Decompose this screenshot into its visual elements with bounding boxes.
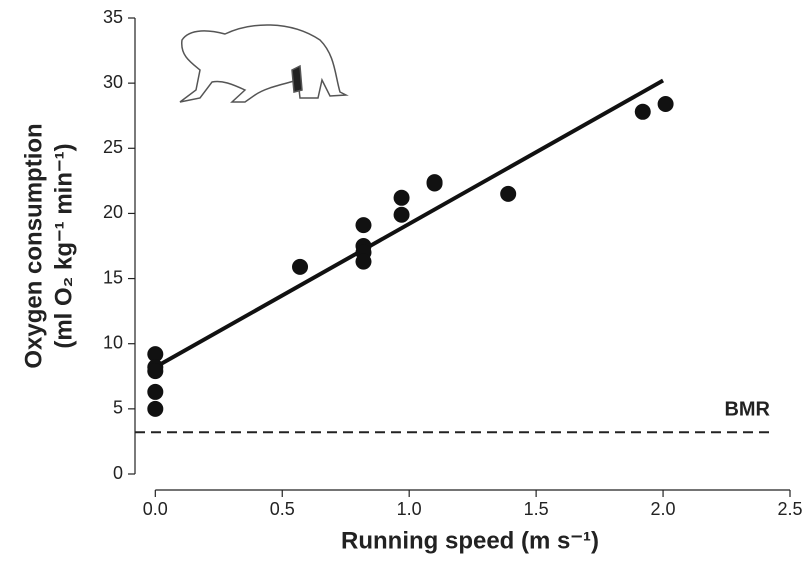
y-tick-label: 25 [103, 137, 123, 157]
y-tick-label: 15 [103, 267, 123, 287]
y-tick-label: 0 [113, 463, 123, 483]
y-tick-label: 35 [103, 7, 123, 27]
x-tick-label: 1.5 [524, 499, 549, 519]
x-tick-label: 1.0 [397, 499, 422, 519]
data-point [393, 206, 410, 223]
data-point [657, 95, 674, 112]
x-axis-title: Running speed (m s⁻¹) [341, 527, 599, 554]
y-tick-label: 10 [103, 332, 123, 352]
data-point [426, 174, 443, 191]
data-point [147, 363, 164, 380]
y-axis-title: (ml O₂ kg⁻¹ min⁻¹) [50, 143, 77, 348]
data-point [500, 185, 517, 202]
x-tick-label: 2.5 [777, 499, 802, 519]
data-point [147, 346, 164, 363]
bmr-label: BMR [724, 399, 770, 421]
fit-line [154, 78, 665, 369]
y-tick-label: 20 [103, 202, 123, 222]
data-point [393, 189, 410, 206]
data-point [355, 253, 372, 270]
y-tick-label: 30 [103, 72, 123, 92]
y-axis-title: Oxygen consumption [20, 123, 47, 368]
data-point [147, 383, 164, 400]
data-point [147, 400, 164, 417]
x-tick-label: 0.0 [143, 499, 168, 519]
x-tick-label: 0.5 [270, 499, 295, 519]
data-point [634, 103, 651, 120]
y-tick-label: 5 [113, 398, 123, 418]
data-point [292, 258, 309, 275]
cat-illustration [179, 24, 349, 103]
x-tick-label: 2.0 [651, 499, 676, 519]
data-point [355, 217, 372, 234]
